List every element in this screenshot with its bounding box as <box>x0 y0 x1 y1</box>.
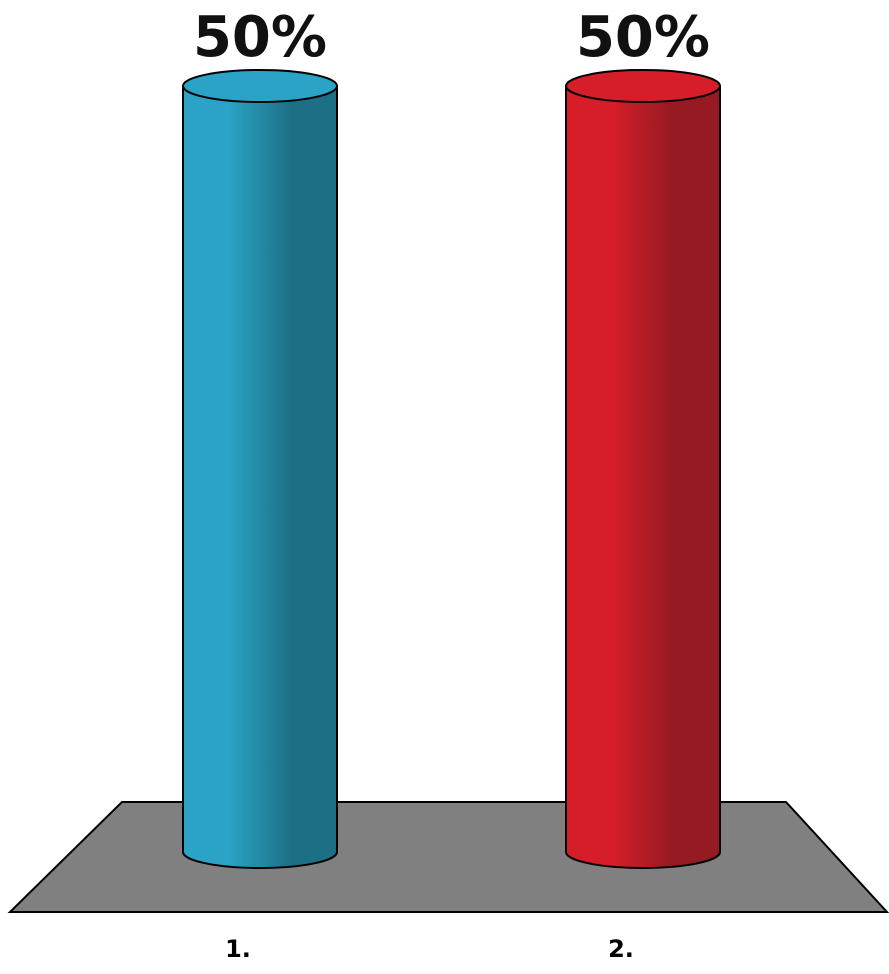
bar-2-top <box>565 69 721 103</box>
labels-layer: 50% 1. 50% 2. <box>193 5 710 963</box>
bar-1-body <box>182 85 338 869</box>
data-label-1: 50% <box>193 5 327 70</box>
category-label-2: 2. <box>608 935 634 963</box>
category-label-1: 1. <box>225 935 251 963</box>
data-label-2: 50% <box>576 5 710 70</box>
bar-2 <box>565 69 721 869</box>
chart-floor <box>7 801 889 913</box>
bar-1 <box>182 69 338 869</box>
bars-layer <box>182 69 721 869</box>
bar-1-top <box>182 69 338 103</box>
bar-2-body <box>565 85 721 869</box>
